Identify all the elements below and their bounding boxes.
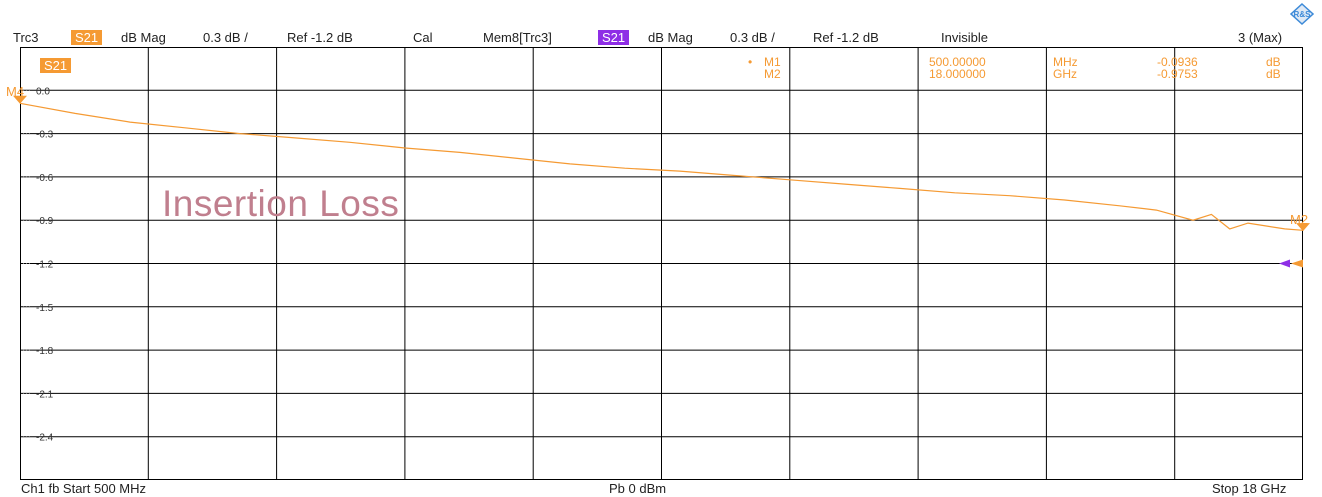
trace-format[interactable]: dB Mag [121, 30, 166, 45]
y-tick-label: -0.6 [36, 173, 54, 184]
marker-m2-freq: 18.000000 [929, 67, 986, 81]
marker-m1-bullet: • [748, 55, 753, 69]
trace-param-badge[interactable]: S21 [71, 30, 103, 45]
y-tick-label: -1.5 [36, 303, 54, 314]
y-tick-label: -2.4 [36, 433, 54, 444]
visibility-state: Invisible [941, 30, 988, 45]
marker-m1-triangle[interactable] [13, 95, 27, 104]
marker-m1-freq: 500.00000 [929, 55, 986, 69]
cal-indicator: Cal [413, 30, 433, 45]
trace-name[interactable]: Trc3 [13, 30, 39, 45]
trace-ref[interactable]: Ref -1.2 dB [287, 30, 353, 45]
plot-trace-label[interactable]: S21 [40, 58, 72, 73]
rohde-schwarz-logo-icon: R&S [1290, 3, 1314, 25]
marker-m2-flag-label[interactable]: M2 [1290, 212, 1309, 227]
trace-ref-arrow [1291, 259, 1303, 268]
y-tick-label: -1.2 [36, 260, 54, 271]
max-count: 3 (Max) [1238, 30, 1283, 45]
marker-m1-label[interactable]: M1 [764, 55, 781, 69]
y-tick-label: -2.1 [36, 389, 54, 400]
svg-text:R&S: R&S [1294, 10, 1312, 19]
footer-start[interactable]: Ch1 fb Start 500 MHz [21, 481, 146, 496]
y-tick-label: -0.3 [36, 130, 54, 141]
insertion-loss-annotation: Insertion Loss [162, 183, 400, 224]
marker-m2-value-unit: dB [1266, 67, 1281, 81]
marker-m4-flag-label[interactable]: M4 [6, 84, 25, 99]
memory-format[interactable]: dB Mag [648, 30, 693, 45]
footer-power[interactable]: Pb 0 dBm [609, 481, 667, 496]
y-tick-label: -1.8 [36, 346, 54, 357]
y-tick-label: -0.9 [36, 216, 54, 227]
marker-m2-value: -0.9753 [1157, 67, 1198, 81]
memory-scale[interactable]: 0.3 dB / [730, 30, 775, 45]
footer-stop[interactable]: Stop 18 GHz [1212, 481, 1287, 496]
trace-header: Trc3 S21 dB Mag 0.3 dB / Ref -1.2 dB Cal… [0, 29, 1322, 47]
y-tick-label: 0.0 [36, 86, 50, 97]
memory-ref[interactable]: Ref -1.2 dB [813, 30, 879, 45]
memory-ref-arrow [1279, 259, 1290, 268]
trace-scale[interactable]: 0.3 dB / [203, 30, 248, 45]
marker-m1-freq-unit: MHz [1053, 55, 1078, 69]
marker-m2-label[interactable]: M2 [764, 67, 781, 81]
trace-s21-line[interactable] [19, 102, 1304, 231]
marker-m2-triangle[interactable] [1296, 223, 1310, 232]
marker-m1-value-unit: dB [1266, 55, 1281, 69]
memory-param-badge[interactable]: S21 [598, 30, 630, 45]
marker-m1-value: -0.0936 [1157, 55, 1198, 69]
marker-m2-freq-unit: GHz [1053, 67, 1077, 81]
memory-trace-name[interactable]: Mem8[Trc3] [483, 30, 552, 45]
